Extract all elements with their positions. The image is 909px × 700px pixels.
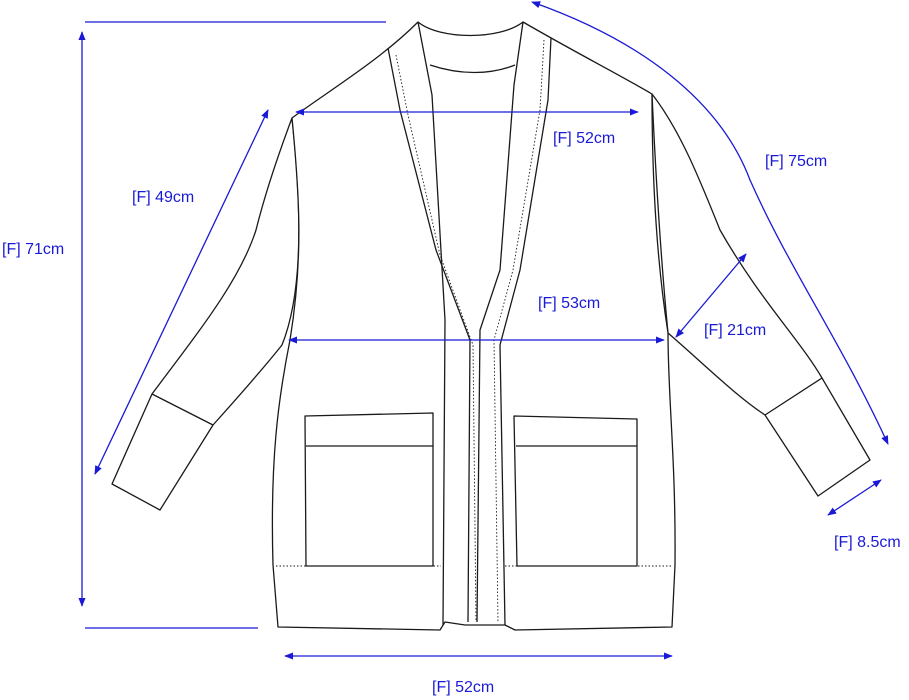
cuff-width-label: [F] 8.5cm [834,534,901,551]
sleeve-width-arrow [675,253,747,338]
right-pocket [513,415,638,567]
right-placket-outer [476,21,524,623]
hem-width-label: [F] 52cm [432,679,494,696]
left-placket-outer [417,21,446,626]
chest-width-label: [F] 53cm [538,295,600,312]
dimension-lines [78,1,889,660]
inner-neckline [429,64,516,74]
left-sleeve [111,117,300,511]
total-length-label: [F] 71cm [2,241,64,258]
left-placket-stitch [395,54,477,623]
armhole-sleeve-label: [F] 49cm [132,189,194,206]
sleeve-length-label: [F] 75cm [765,153,827,170]
shoulder-width-label: [F] 52cm [553,130,615,147]
right-sleeve [651,93,871,497]
cuff-width-arrow [827,479,882,516]
armhole-sleeve-arrow [94,109,269,475]
left-placket-inner [387,47,471,623]
sleeve-width-label: [F] 21cm [704,322,766,339]
left-pocket [304,412,434,567]
measurement-labels: [F] 52cm [F] 75cm [F] 49cm [F] 71cm [F] … [2,130,901,696]
sleeve-length-arrow [531,1,889,445]
